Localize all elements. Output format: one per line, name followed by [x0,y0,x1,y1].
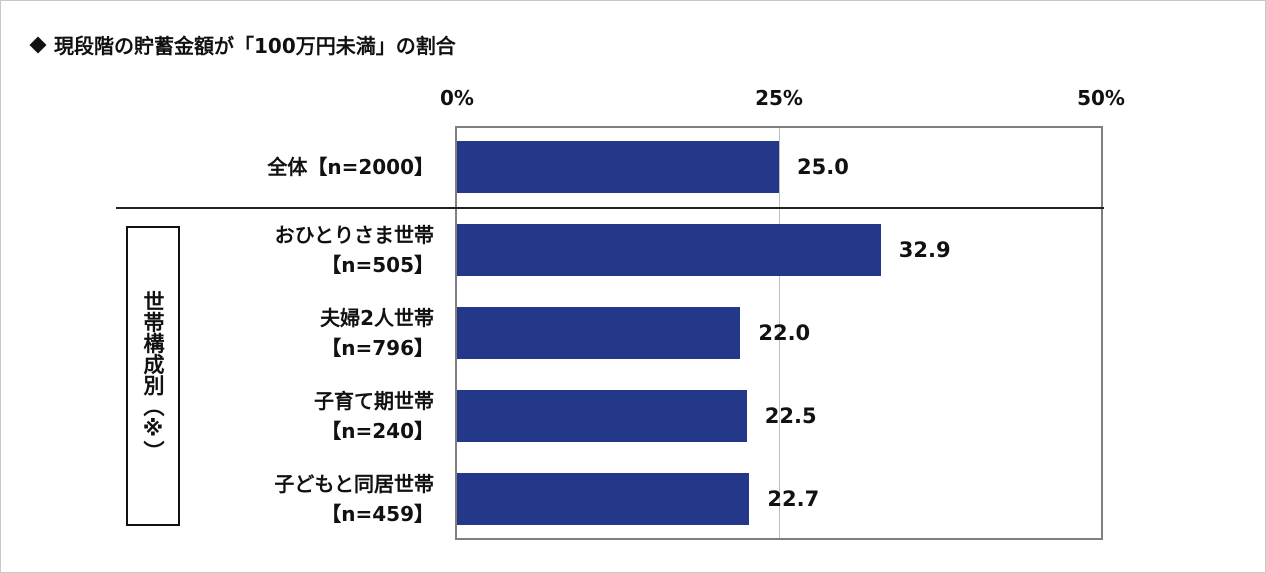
category-label-line1: 全体【n=2000】 [267,155,434,179]
category-label-line1: 子育て期世帯 [314,389,434,413]
category-label: 全体【n=2000】 [267,152,434,182]
category-label-line2: 【n=459】 [321,502,434,526]
bar-value-label: 25.0 [797,155,849,179]
category-label-line1: おひとりさま世帯 [274,223,434,247]
gridline [779,128,780,538]
chart-title: 現段階の貯蓄金額が「100万円未満」の割合 [29,30,456,59]
bar-value-label: 32.9 [898,238,951,262]
bar [457,141,779,193]
category-label-line1: 子どもと同居世帯 [274,472,434,496]
plot-area: 25.0 32.9 22.0 22.5 22.7 [455,126,1103,540]
group-label: 世帯構成別（※） [141,290,165,462]
bar-value-label: 22.5 [764,404,817,428]
group-box: 世帯構成別（※） [126,226,180,526]
category-label: 夫婦2人世帯 【n=796】 [320,303,434,363]
group-separator [116,207,1104,209]
bar-value-label: 22.7 [767,487,820,511]
x-tick-label: 0% [440,86,474,110]
bar [457,224,881,276]
category-label-line1: 夫婦2人世帯 [320,306,434,330]
bar [457,390,747,442]
category-label-line2: 【n=240】 [321,419,434,443]
category-label: 子育て期世帯【n=240】 [314,386,434,446]
category-label-line2: 【n=796】 [321,336,434,360]
bar [457,307,741,359]
category-label: 子どもと同居世帯【n=459】 [274,469,434,529]
x-tick-label: 50% [1077,86,1125,110]
diamond-icon [29,36,47,54]
chart-title-text: 現段階の貯蓄金額が「100万円未満」の割合 [54,34,456,58]
bar-value-label: 22.0 [758,321,811,345]
x-tick-label: 25% [755,86,803,110]
category-label: おひとりさま世帯【n=505】 [275,220,434,280]
bar [457,473,750,525]
category-label-line2: 【n=505】 [321,253,434,277]
